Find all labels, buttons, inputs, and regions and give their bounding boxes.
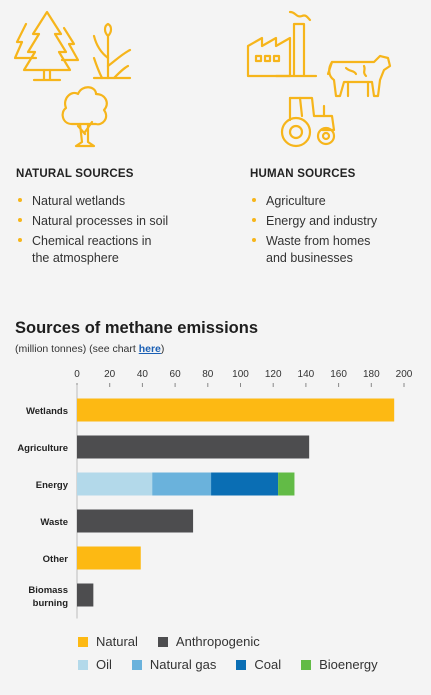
list-item: Chemical reactions in the atmosphere xyxy=(16,233,172,267)
x-tick-label: 0 xyxy=(74,369,80,380)
trees-icon xyxy=(14,10,80,82)
human-sources-heading: HUMAN SOURCES xyxy=(250,168,356,180)
legend-item: Coal xyxy=(236,657,281,672)
wetland-reeds-icon xyxy=(92,22,132,80)
legend-row: Natural Anthropogenic xyxy=(78,634,280,649)
bar-coal xyxy=(211,472,279,496)
legend-swatch xyxy=(157,636,168,647)
chart-subtitle-prefix: (million tonnes) (see chart xyxy=(15,343,139,355)
legend-label: Oil xyxy=(96,657,112,672)
cow-icon xyxy=(326,54,392,98)
x-tick-label: 180 xyxy=(363,369,380,380)
legend-item: Natural gas xyxy=(131,657,217,672)
legend-swatch xyxy=(78,636,88,647)
methane-bar-chart: 0 20 40 60 80 100 120 140 160 180 200 Wetlands Agric… xyxy=(17,369,413,619)
bar-bioenergy xyxy=(278,472,295,496)
legend-label: Coal xyxy=(254,657,282,672)
legend-swatch xyxy=(131,659,142,670)
factory-icon xyxy=(246,10,318,78)
x-tick-label: 60 xyxy=(170,369,182,380)
bar-oil xyxy=(77,472,153,496)
category-label: Other xyxy=(43,554,69,565)
x-tick-label: 80 xyxy=(202,369,214,380)
list-item: Waste from homes and businesses xyxy=(250,233,391,267)
legend-swatch xyxy=(236,659,247,670)
chart-title: Sources of methane emissions xyxy=(15,319,258,337)
legend-label: Bioenergy xyxy=(319,657,378,672)
category-label: Energy xyxy=(36,480,69,491)
legend-label: Natural gas xyxy=(149,657,217,672)
chart-subtitle: (million tonnes) (see chart here) xyxy=(15,343,164,355)
tree-icon xyxy=(61,86,108,148)
bar-natural xyxy=(77,546,141,570)
bar-natural xyxy=(77,398,395,422)
legend-label: Anthropogenic xyxy=(175,634,260,649)
category-label: Agriculture xyxy=(17,443,68,454)
bar-anthropogenic xyxy=(77,509,194,533)
category-label: Waste xyxy=(40,517,68,528)
tractor-icon xyxy=(280,96,336,148)
x-tick-label: 160 xyxy=(330,369,347,380)
natural-sources-heading: NATURAL SOURCES xyxy=(16,168,134,180)
chart-link[interactable]: here xyxy=(138,343,161,355)
x-tick-label: 120 xyxy=(265,369,282,380)
human-sources-list: Agriculture Energy and industry Waste fr… xyxy=(250,193,420,270)
legend-row: Oil Natural gas Coal Bioenergy xyxy=(78,657,398,672)
list-item: Natural processes in soil xyxy=(16,213,216,230)
list-item: Energy and industry xyxy=(250,213,420,230)
category-label: Biomass burning xyxy=(28,585,68,609)
legend-item: Oil xyxy=(78,657,112,672)
legend-item: Bioenergy xyxy=(301,657,378,672)
x-tick-label: 20 xyxy=(104,369,116,380)
x-tick-label: 200 xyxy=(396,369,413,380)
legend-swatch xyxy=(301,659,312,670)
category-label: Wetlands xyxy=(26,406,68,417)
x-tick-label: 140 xyxy=(298,369,315,380)
bar-anthropogenic xyxy=(77,435,310,459)
list-item: Natural wetlands xyxy=(16,193,216,210)
list-item: Agriculture xyxy=(250,193,420,210)
legend-item: Natural xyxy=(78,634,138,649)
bar-natural-gas xyxy=(152,472,212,496)
chart-subtitle-suffix: ) xyxy=(160,343,165,355)
x-tick-label: 100 xyxy=(232,369,249,380)
legend-label: Natural xyxy=(96,634,138,649)
legend-item: Anthropogenic xyxy=(157,634,260,649)
bar-anthropogenic xyxy=(77,583,94,607)
legend-swatch xyxy=(78,659,88,670)
x-tick-label: 40 xyxy=(137,369,149,380)
natural-sources-list: Natural wetlands Natural processes in so… xyxy=(16,193,216,270)
